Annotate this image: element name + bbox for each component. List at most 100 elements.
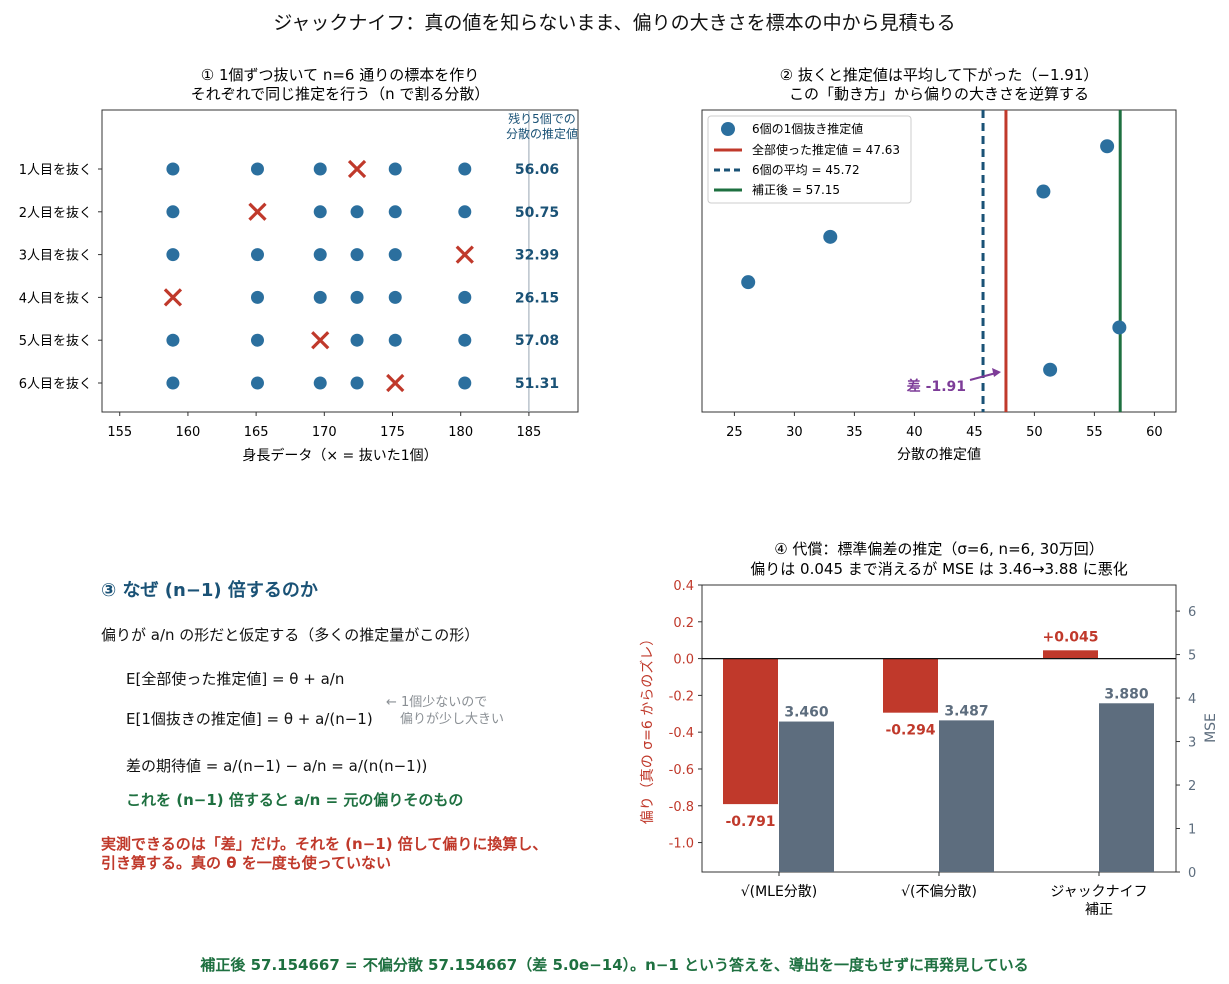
height-point [350, 205, 364, 219]
leave-one-out-value: 50.75 [515, 205, 559, 221]
legend-label-mean: 6個の平均 = 45.72 [752, 163, 860, 177]
panel4-right-ytick-label: 6 [1188, 605, 1196, 620]
panel1-axes-frame [101, 109, 579, 413]
panel2-title-line2: この「動き方」から偏りの大きさを逆算する [789, 85, 1089, 103]
panel4-category-label: ジャックナイフ [1050, 884, 1147, 900]
legend-marker-points [721, 122, 735, 136]
panel1-xtick-label: 185 [516, 425, 541, 440]
panel3-note-line2: 偏りが少し大きい [400, 712, 505, 727]
panel1-xtick-label: 180 [448, 425, 473, 440]
panel1-row-label: 2人目を抜く [19, 205, 92, 221]
bias-bar [883, 658, 938, 713]
panel4-right-ytick-label: 4 [1188, 692, 1196, 707]
mse-bar [939, 720, 994, 872]
height-point [388, 162, 402, 176]
mse-bar [1099, 703, 1154, 872]
panel4-left-ytick-label: -0.8 [669, 800, 694, 815]
legend-label-corrected: 補正後 = 57.15 [752, 183, 840, 197]
height-point [166, 162, 180, 176]
panel4-left-ytick-label: -1.0 [669, 837, 694, 852]
panel3-heading: ③ なぜ (n−1) 倍するのか [101, 580, 318, 601]
panel2-title-line1: ② 抜くと推定値は平均して下がった（−1.91） [780, 66, 1099, 84]
height-point [313, 248, 327, 262]
leave-one-out-point [1100, 139, 1115, 154]
panel2-xlabel: 分散の推定値 [897, 447, 981, 463]
panel2-axes-frame [701, 109, 1177, 413]
difference-arrowhead [992, 368, 1001, 377]
leave-one-out-point [1036, 184, 1051, 199]
panel3-equation-difference: 差の期待値 = a/(n−1) − a/n = a/(n(n−1)) [126, 757, 428, 775]
panel1-xtick-label: 165 [244, 425, 269, 440]
removed-point-cross [248, 202, 267, 221]
panel1-row-label: 3人目を抜く [19, 248, 92, 264]
panel3-summary-line1: 実測できるのは「差」だけ。それを (n−1) 倍して偏りに換算し、 [101, 835, 548, 853]
leave-one-out-point [1043, 362, 1058, 377]
panel4-right-ytick-label: 5 [1188, 649, 1196, 664]
panel4-left-ytick-label: 0.4 [673, 579, 694, 594]
difference-arrow [969, 372, 997, 381]
panel3-summary-line2: 引き算する。真の θ を一度も使っていない [101, 854, 392, 872]
panel2-xtick-label: 35 [846, 425, 863, 440]
panel1-xtick-label: 175 [380, 425, 405, 440]
removed-point-cross [163, 288, 183, 307]
panel1-xtick-label: 155 [107, 425, 132, 440]
figure-footer: 補正後 57.154667 = 不偏分散 57.154667（差 5.0e−14… [200, 956, 1029, 974]
panel4-category-label: √(不偏分散) [901, 884, 977, 900]
bias-bar [1043, 650, 1098, 659]
leave-one-out-value: 56.06 [515, 162, 559, 178]
height-point [350, 248, 364, 262]
height-point [250, 333, 264, 347]
panel4-right-ytick-label: 0 [1188, 866, 1196, 881]
panel1-side-header-line1: 残り5個での [508, 112, 576, 126]
height-point [350, 376, 364, 390]
panel2-legend: 6個の1個抜き推定値 全部使った推定値 = 47.63 6個の平均 = 45.7… [707, 115, 912, 204]
panel-4-bias-vs-mse: ④ 代償：標準偏差の推定（σ=6, n=6, 30万回） 偏りは 0.045 ま… [640, 540, 1219, 918]
mse-bar-label: 3.880 [1104, 686, 1149, 702]
panel1-row-label: 6人目を抜く [19, 376, 92, 392]
height-point [250, 162, 264, 176]
bias-bar-label: -0.791 [725, 814, 775, 830]
legend-label-points: 6個の1個抜き推定値 [752, 121, 863, 136]
panel4-left-ytick-label: -0.4 [669, 726, 694, 741]
panel2-xtick-label: 30 [786, 425, 803, 440]
mse-bar [779, 721, 834, 872]
panel4-right-ytick-label: 1 [1188, 823, 1196, 838]
height-point [166, 248, 180, 262]
height-point [250, 376, 264, 390]
legend-box [707, 115, 912, 204]
height-point [458, 290, 472, 304]
height-point [313, 290, 327, 304]
height-point [458, 205, 472, 219]
panel2-xtick-label: 60 [1146, 425, 1163, 440]
panel-1-leave-one-out-samples: ① 1個ずつ抜いて n=6 通りの標本を作り それぞれで同じ推定を行う（n で割… [19, 66, 579, 464]
height-point [388, 205, 402, 219]
panel2-xtick-label: 55 [1086, 425, 1103, 440]
height-point [388, 248, 402, 262]
panel2-xtick-label: 40 [906, 425, 923, 440]
leave-one-out-value: 26.15 [515, 290, 559, 306]
leave-one-out-point [823, 229, 838, 244]
leave-one-out-value: 51.31 [515, 376, 559, 392]
bias-bar [723, 658, 778, 805]
panel3-intro: 偏りが a/n の形だと仮定する（多くの推定量がこの形） [101, 626, 480, 644]
height-point [166, 205, 180, 219]
panel4-category-label: 補正 [1085, 902, 1113, 918]
height-point [250, 290, 264, 304]
panel2-xtick-label: 50 [1026, 425, 1043, 440]
panel4-title-line1: ④ 代償：標準偏差の推定（σ=6, n=6, 30万回） [774, 540, 1104, 558]
height-point [458, 376, 472, 390]
panel4-title-line2: 偏りは 0.045 まで消えるが MSE は 3.46→3.88 に悪化 [750, 560, 1127, 578]
panel4-ylabel-right: MSE [1203, 713, 1219, 743]
height-point [350, 290, 364, 304]
panel4-ylabel-left: 偏り（真の σ=6 からのズレ） [640, 632, 656, 824]
leave-one-out-value: 57.08 [515, 333, 559, 349]
panel3-conclusion: これを (n−1) 倍すると a/n = 元の偏りそのもの [126, 791, 464, 809]
height-point [250, 248, 264, 262]
removed-point-cross [455, 245, 474, 264]
panel4-left-ytick-label: -0.6 [669, 763, 694, 778]
difference-annotation: 差 -1.91 [907, 378, 966, 395]
bias-bar-label: -0.294 [885, 723, 935, 739]
panel4-right-ytick-label: 3 [1188, 736, 1196, 751]
panel1-row-label: 5人目を抜く [19, 333, 92, 349]
panel4-left-ytick-label: -0.2 [669, 689, 694, 704]
